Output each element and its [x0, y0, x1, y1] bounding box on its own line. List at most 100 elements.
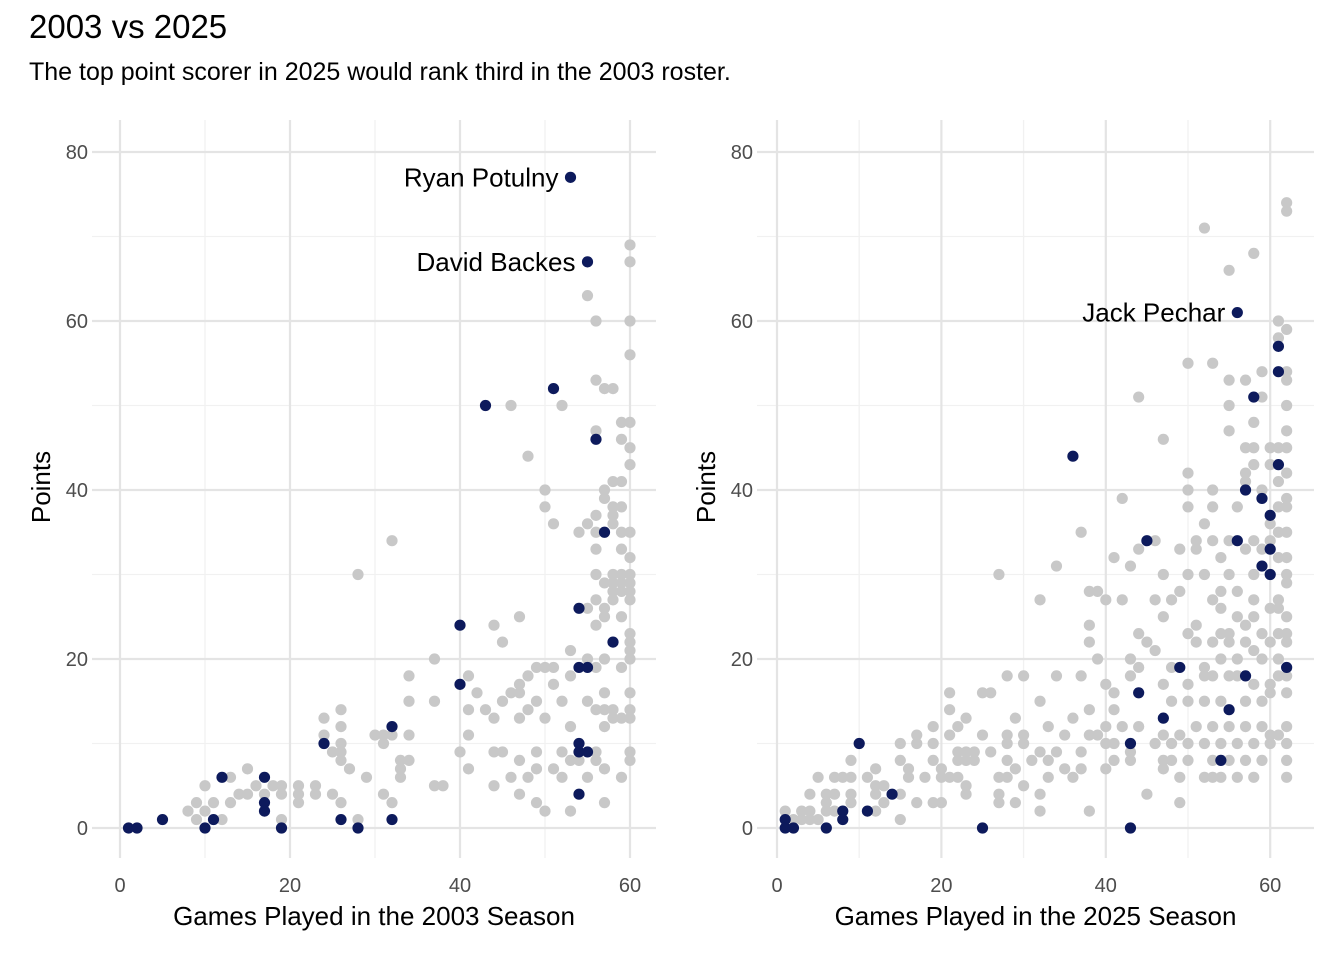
data-point-other	[496, 746, 509, 758]
data-point-other	[505, 687, 517, 699]
data-point-other	[1001, 670, 1013, 682]
data-point-other	[1149, 737, 1161, 750]
data-point-other	[1034, 594, 1046, 606]
data-point-other	[403, 729, 415, 741]
data-point-other	[1223, 374, 1235, 386]
data-point-other	[547, 661, 560, 674]
data-point-other	[1272, 552, 1285, 564]
data-point-other	[1182, 484, 1194, 496]
data-point-other	[1272, 602, 1285, 614]
data-point-other	[1182, 695, 1194, 707]
data-point-other	[1108, 737, 1120, 750]
data-point-highlighted	[886, 788, 898, 800]
data-point-other	[1083, 619, 1095, 631]
data-point-other	[292, 788, 305, 800]
data-point-other	[1018, 670, 1030, 682]
data-point-other	[488, 746, 500, 758]
data-point-other	[556, 695, 568, 707]
data-point-other	[207, 797, 220, 809]
data-point-other	[624, 628, 636, 640]
data-point-other	[318, 712, 330, 724]
data-point-other	[326, 746, 339, 758]
data-point-other	[1116, 594, 1128, 606]
data-point-other	[224, 771, 237, 783]
data-point-other	[1198, 670, 1211, 682]
data-point-other	[437, 780, 449, 792]
data-point-other	[1165, 594, 1178, 606]
data-point-other	[870, 788, 882, 800]
data-point-other	[590, 543, 602, 555]
data-point-other	[590, 374, 602, 386]
data-point-other	[556, 746, 568, 758]
data-point-other	[1042, 721, 1054, 733]
data-point-highlighted	[1067, 450, 1079, 462]
data-point-other	[1281, 577, 1293, 589]
data-point-other	[1157, 763, 1169, 775]
data-point-highlighted	[258, 797, 271, 809]
data-point-other	[564, 670, 577, 682]
data-point-other	[1018, 780, 1030, 792]
data-point-other	[911, 797, 923, 809]
data-point-other	[1207, 771, 1219, 783]
data-point-other	[1231, 653, 1243, 665]
data-point-other	[1272, 628, 1285, 640]
data-point-other	[513, 712, 526, 724]
data-point-other	[275, 813, 288, 826]
data-point-highlighted	[1124, 822, 1137, 834]
data-point-other	[598, 721, 611, 733]
data-point-other	[624, 442, 636, 454]
data-point-other	[624, 712, 636, 724]
data-point-other	[1264, 737, 1276, 750]
data-point-other	[590, 425, 602, 437]
data-point-other	[624, 349, 636, 361]
data-point-highlighted	[352, 822, 364, 834]
data-point-other	[1149, 535, 1161, 547]
data-point-other	[1018, 737, 1030, 750]
data-point-other	[624, 746, 636, 758]
data-point-highlighted	[275, 822, 288, 834]
data-point-highlighted	[199, 822, 211, 834]
data-point-other	[513, 687, 526, 699]
data-point-other	[1272, 729, 1285, 741]
data-point-other	[624, 315, 636, 327]
data-point-highlighted	[1239, 670, 1252, 682]
data-point-other	[182, 805, 194, 817]
data-point-other	[1141, 788, 1153, 800]
data-point-highlighted	[1231, 535, 1243, 547]
data-point-other	[1198, 771, 1211, 783]
data-point-other	[1108, 754, 1120, 767]
data-point-other	[1083, 585, 1095, 598]
data-point-other	[394, 771, 407, 783]
data-point-other	[820, 797, 832, 809]
data-point-highlighted	[1264, 543, 1276, 555]
data-point-other	[598, 492, 611, 505]
data-point-other	[1198, 568, 1211, 581]
data-point-other	[598, 577, 611, 589]
data-point-other	[1264, 729, 1276, 741]
data-point-other	[1281, 492, 1293, 505]
data-point-other	[539, 501, 551, 513]
data-point-other	[607, 712, 619, 724]
data-point-other	[615, 568, 628, 581]
data-point-other	[428, 653, 441, 665]
data-point-other	[1281, 205, 1293, 217]
data-point-other	[1248, 644, 1260, 657]
data-point-other	[1207, 636, 1219, 648]
data-point-other	[976, 687, 989, 699]
data-point-other	[1182, 754, 1194, 767]
data-point-other	[894, 813, 906, 826]
data-point-other	[624, 636, 636, 648]
data-point-other	[1248, 416, 1260, 428]
data-point-other	[369, 729, 381, 741]
data-point-other	[796, 805, 808, 817]
data-point-other	[1223, 721, 1235, 733]
data-point-other	[1272, 315, 1285, 327]
data-point-other	[1223, 264, 1235, 276]
data-point-highlighted	[779, 813, 791, 826]
data-point-other	[386, 535, 398, 547]
data-point-highlighted	[573, 737, 585, 750]
data-point-other	[615, 585, 628, 598]
data-point-other	[488, 780, 500, 792]
data-point-other	[462, 763, 475, 775]
data-point-other	[1050, 560, 1063, 572]
